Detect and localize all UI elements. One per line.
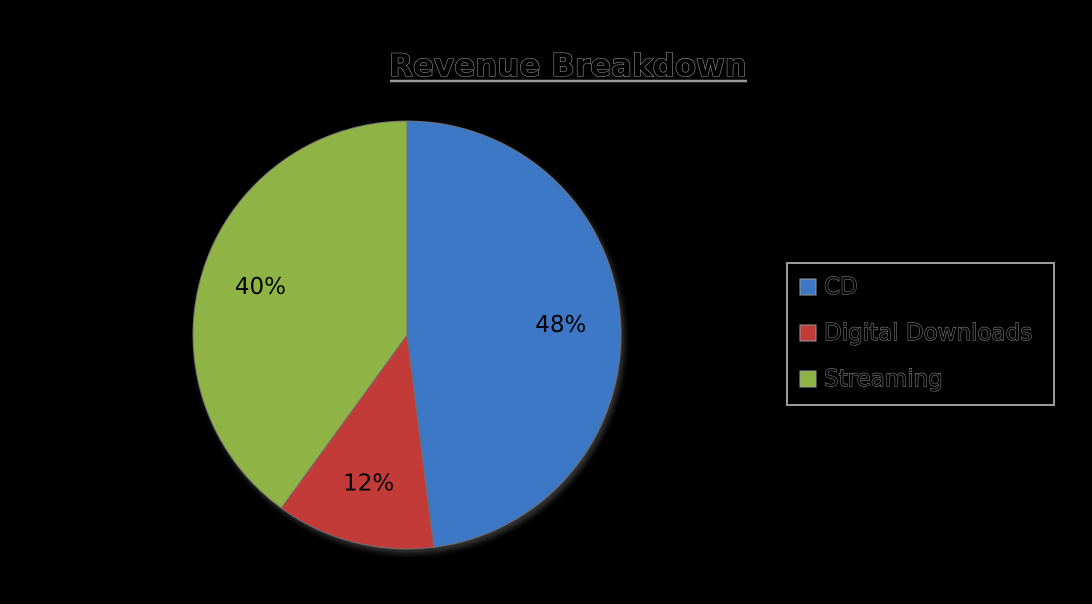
pie-slice-cd: [406, 120, 622, 548]
pie-slice-digital-downloads: [280, 333, 435, 550]
legend-swatch-cd: [799, 278, 817, 296]
legend: CD Digital Downloads Streaming: [786, 262, 1055, 406]
pie: [192, 120, 622, 550]
legend-label-cd: CD: [824, 274, 858, 300]
legend-swatch-digital-downloads: [799, 324, 817, 342]
pie-slice-streaming: [192, 120, 408, 509]
data-label-cd: 48%: [535, 312, 586, 338]
chart-title-group: Revenue Breakdown: [389, 47, 748, 84]
data-label-digital-downloads: 12%: [343, 471, 394, 497]
legend-box: [786, 262, 1055, 406]
pie-labels: 48% 12% 40%: [235, 274, 586, 497]
data-label-streaming: 40%: [235, 274, 286, 300]
legend-label-streaming: Streaming: [824, 366, 943, 392]
legend-label-digital-downloads: Digital Downloads: [824, 320, 1032, 346]
legend-swatch-streaming: [799, 370, 817, 388]
chart-title: Revenue Breakdown: [389, 48, 747, 84]
